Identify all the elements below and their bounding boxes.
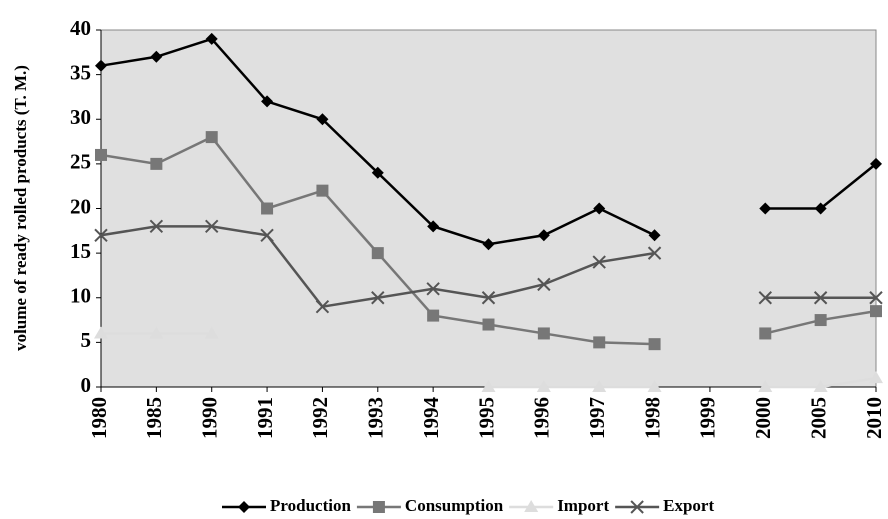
data-point xyxy=(592,255,606,269)
data-point xyxy=(371,291,385,305)
x-tick-label: 1980 xyxy=(87,397,111,439)
data-point xyxy=(758,291,772,305)
data-point xyxy=(205,131,218,144)
y-tick-label: 35 xyxy=(70,60,91,84)
data-point xyxy=(813,380,828,392)
data-point xyxy=(427,220,440,233)
x-tick-label: 2010 xyxy=(862,397,886,439)
data-point xyxy=(95,59,107,72)
x-tick-label: 1996 xyxy=(530,397,554,439)
x-tick-label: 1991 xyxy=(253,397,277,439)
data-point xyxy=(150,50,163,63)
y-tick-label: 20 xyxy=(70,194,91,218)
data-point xyxy=(316,184,329,197)
data-point xyxy=(481,380,496,392)
data-point xyxy=(759,202,772,215)
x-tick-label: 1993 xyxy=(364,397,388,439)
y-tick-label: 25 xyxy=(70,150,91,174)
x-tick-label: 1997 xyxy=(585,397,609,439)
data-point xyxy=(870,157,882,170)
data-point xyxy=(537,327,550,340)
x-tick-label: 1995 xyxy=(474,397,498,439)
x-tick-label: 1992 xyxy=(308,397,332,439)
data-point xyxy=(205,32,218,45)
x-tick-label: 1990 xyxy=(198,397,222,439)
y-tick-label: 15 xyxy=(70,239,91,263)
y-tick-label: 30 xyxy=(70,105,91,129)
data-point xyxy=(759,327,772,340)
data-point xyxy=(537,277,551,292)
data-point xyxy=(592,380,607,392)
data-point xyxy=(870,305,882,318)
data-point xyxy=(647,380,662,392)
data-point xyxy=(814,314,827,327)
legend-marker xyxy=(238,501,250,513)
data-point xyxy=(261,202,274,215)
data-point xyxy=(371,166,384,179)
data-point xyxy=(150,157,163,170)
data-point xyxy=(869,371,883,384)
data-point xyxy=(593,336,606,349)
data-point xyxy=(149,326,164,339)
x-tick-label: 1998 xyxy=(640,397,664,439)
y-tick-label: 10 xyxy=(70,284,91,308)
x-tick-label: 2005 xyxy=(806,397,830,439)
data-point xyxy=(814,202,827,215)
data-point xyxy=(149,219,164,234)
data-point xyxy=(813,291,828,305)
data-point xyxy=(482,318,495,331)
x-tick-label: 2000 xyxy=(751,397,775,439)
legend-label: Export xyxy=(663,496,714,515)
legend-marker xyxy=(372,501,385,513)
data-point xyxy=(648,229,661,242)
legend-label: Import xyxy=(557,496,609,515)
data-point xyxy=(537,229,550,242)
data-point xyxy=(426,282,440,296)
data-point xyxy=(316,113,329,126)
x-tick-label: 1985 xyxy=(142,397,166,439)
legend-marker xyxy=(630,500,644,514)
data-point xyxy=(204,326,219,339)
legend-label: Production xyxy=(270,496,351,515)
legend-marker xyxy=(524,500,539,512)
y-tick-label: 0 xyxy=(81,373,92,397)
data-point xyxy=(758,380,773,392)
data-point xyxy=(95,148,107,161)
data-point xyxy=(869,291,883,305)
y-axis-label: volume of ready rolled products (T. M.) xyxy=(11,65,30,351)
data-point xyxy=(315,299,330,314)
data-point xyxy=(593,202,606,215)
data-point xyxy=(260,228,274,242)
data-point xyxy=(648,338,661,351)
x-tick-label: 1994 xyxy=(419,397,443,440)
data-point xyxy=(427,309,440,322)
data-point xyxy=(481,291,496,305)
data-point xyxy=(482,238,495,251)
legend-label: Consumption xyxy=(405,496,504,515)
data-point xyxy=(647,246,662,260)
x-tick-label: 1999 xyxy=(696,397,720,439)
data-point xyxy=(94,228,108,242)
data-point xyxy=(371,247,384,260)
y-tick-label: 40 xyxy=(70,16,91,40)
y-tick-label: 5 xyxy=(81,328,92,352)
data-point xyxy=(205,219,219,234)
data-point xyxy=(261,95,274,108)
data-point xyxy=(94,326,108,339)
data-point xyxy=(536,380,551,392)
